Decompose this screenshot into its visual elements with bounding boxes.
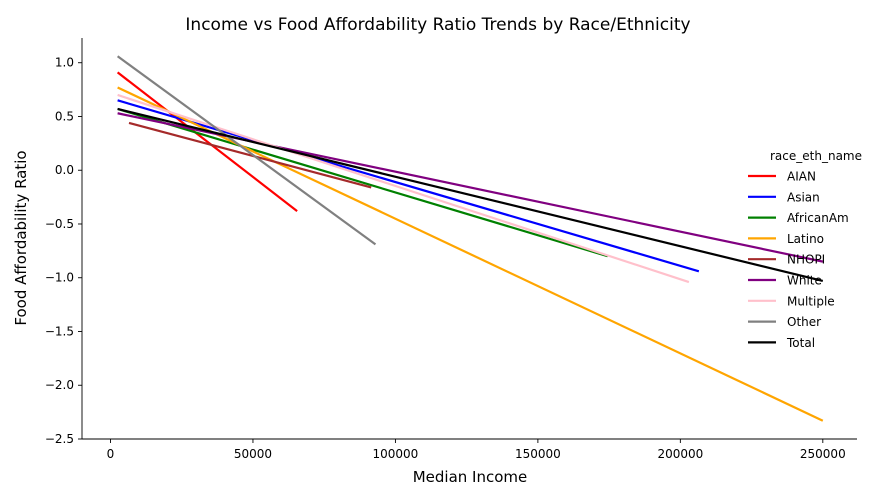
- y-tick-label: 1.0: [55, 56, 74, 70]
- y-axis-ticks: 1.0 0.5 0.0 −0.5 −1.0 −1.5 −2.0 −2.5: [45, 56, 82, 446]
- x-tick-label: 100000: [373, 447, 419, 461]
- x-tick-label: 250000: [800, 447, 846, 461]
- y-axis-label: Food Affordability Ratio: [12, 150, 30, 325]
- legend-items: AIAN Asian AfricanAm Latino NHOPI White Multip…: [748, 170, 849, 350]
- series-line-total: [117, 107, 824, 283]
- legend-label-other: Other: [787, 315, 821, 329]
- legend-label-asian: Asian: [787, 190, 820, 204]
- series-line-nhopi: [128, 121, 372, 189]
- legend-label-aian: AIAN: [787, 170, 816, 184]
- legend-label-africanam: AfricanAm: [787, 211, 849, 225]
- legend-title: race_eth_name: [770, 149, 862, 163]
- y-tick-label: −2.0: [45, 378, 74, 392]
- y-tick-label: −0.5: [45, 217, 74, 231]
- legend: race_eth_name AIAN Asian AfricanAm Latino NH…: [748, 149, 862, 350]
- x-tick-label: 200000: [657, 447, 703, 461]
- plot-lines: [116, 55, 824, 422]
- y-tick-label: −1.0: [45, 271, 74, 285]
- x-axis-label: Median Income: [413, 468, 528, 486]
- legend-label-nhopi: NHOPI: [787, 253, 825, 267]
- legend-label-total: Total: [786, 336, 815, 350]
- series-line-aian: [116, 71, 298, 212]
- legend-label-white: White: [787, 274, 822, 288]
- y-tick-label: 0.5: [55, 109, 74, 123]
- series-line-asian: [117, 99, 700, 273]
- x-tick-label: 0: [107, 447, 115, 461]
- x-tick-label: 150000: [515, 447, 561, 461]
- x-axis-ticks: 0 50000 100000 150000 200000 250000: [107, 439, 846, 461]
- series-line-other: [116, 55, 377, 246]
- x-tick-label: 50000: [234, 447, 272, 461]
- y-tick-label: 0.0: [55, 163, 74, 177]
- chart-title: Income vs Food Affordability Ratio Trend…: [185, 15, 690, 35]
- legend-label-multiple: Multiple: [787, 294, 835, 308]
- y-tick-label: −2.5: [45, 432, 74, 446]
- y-tick-label: −1.5: [45, 324, 74, 338]
- legend-label-latino: Latino: [787, 232, 824, 246]
- series-line-africanam: [117, 107, 609, 258]
